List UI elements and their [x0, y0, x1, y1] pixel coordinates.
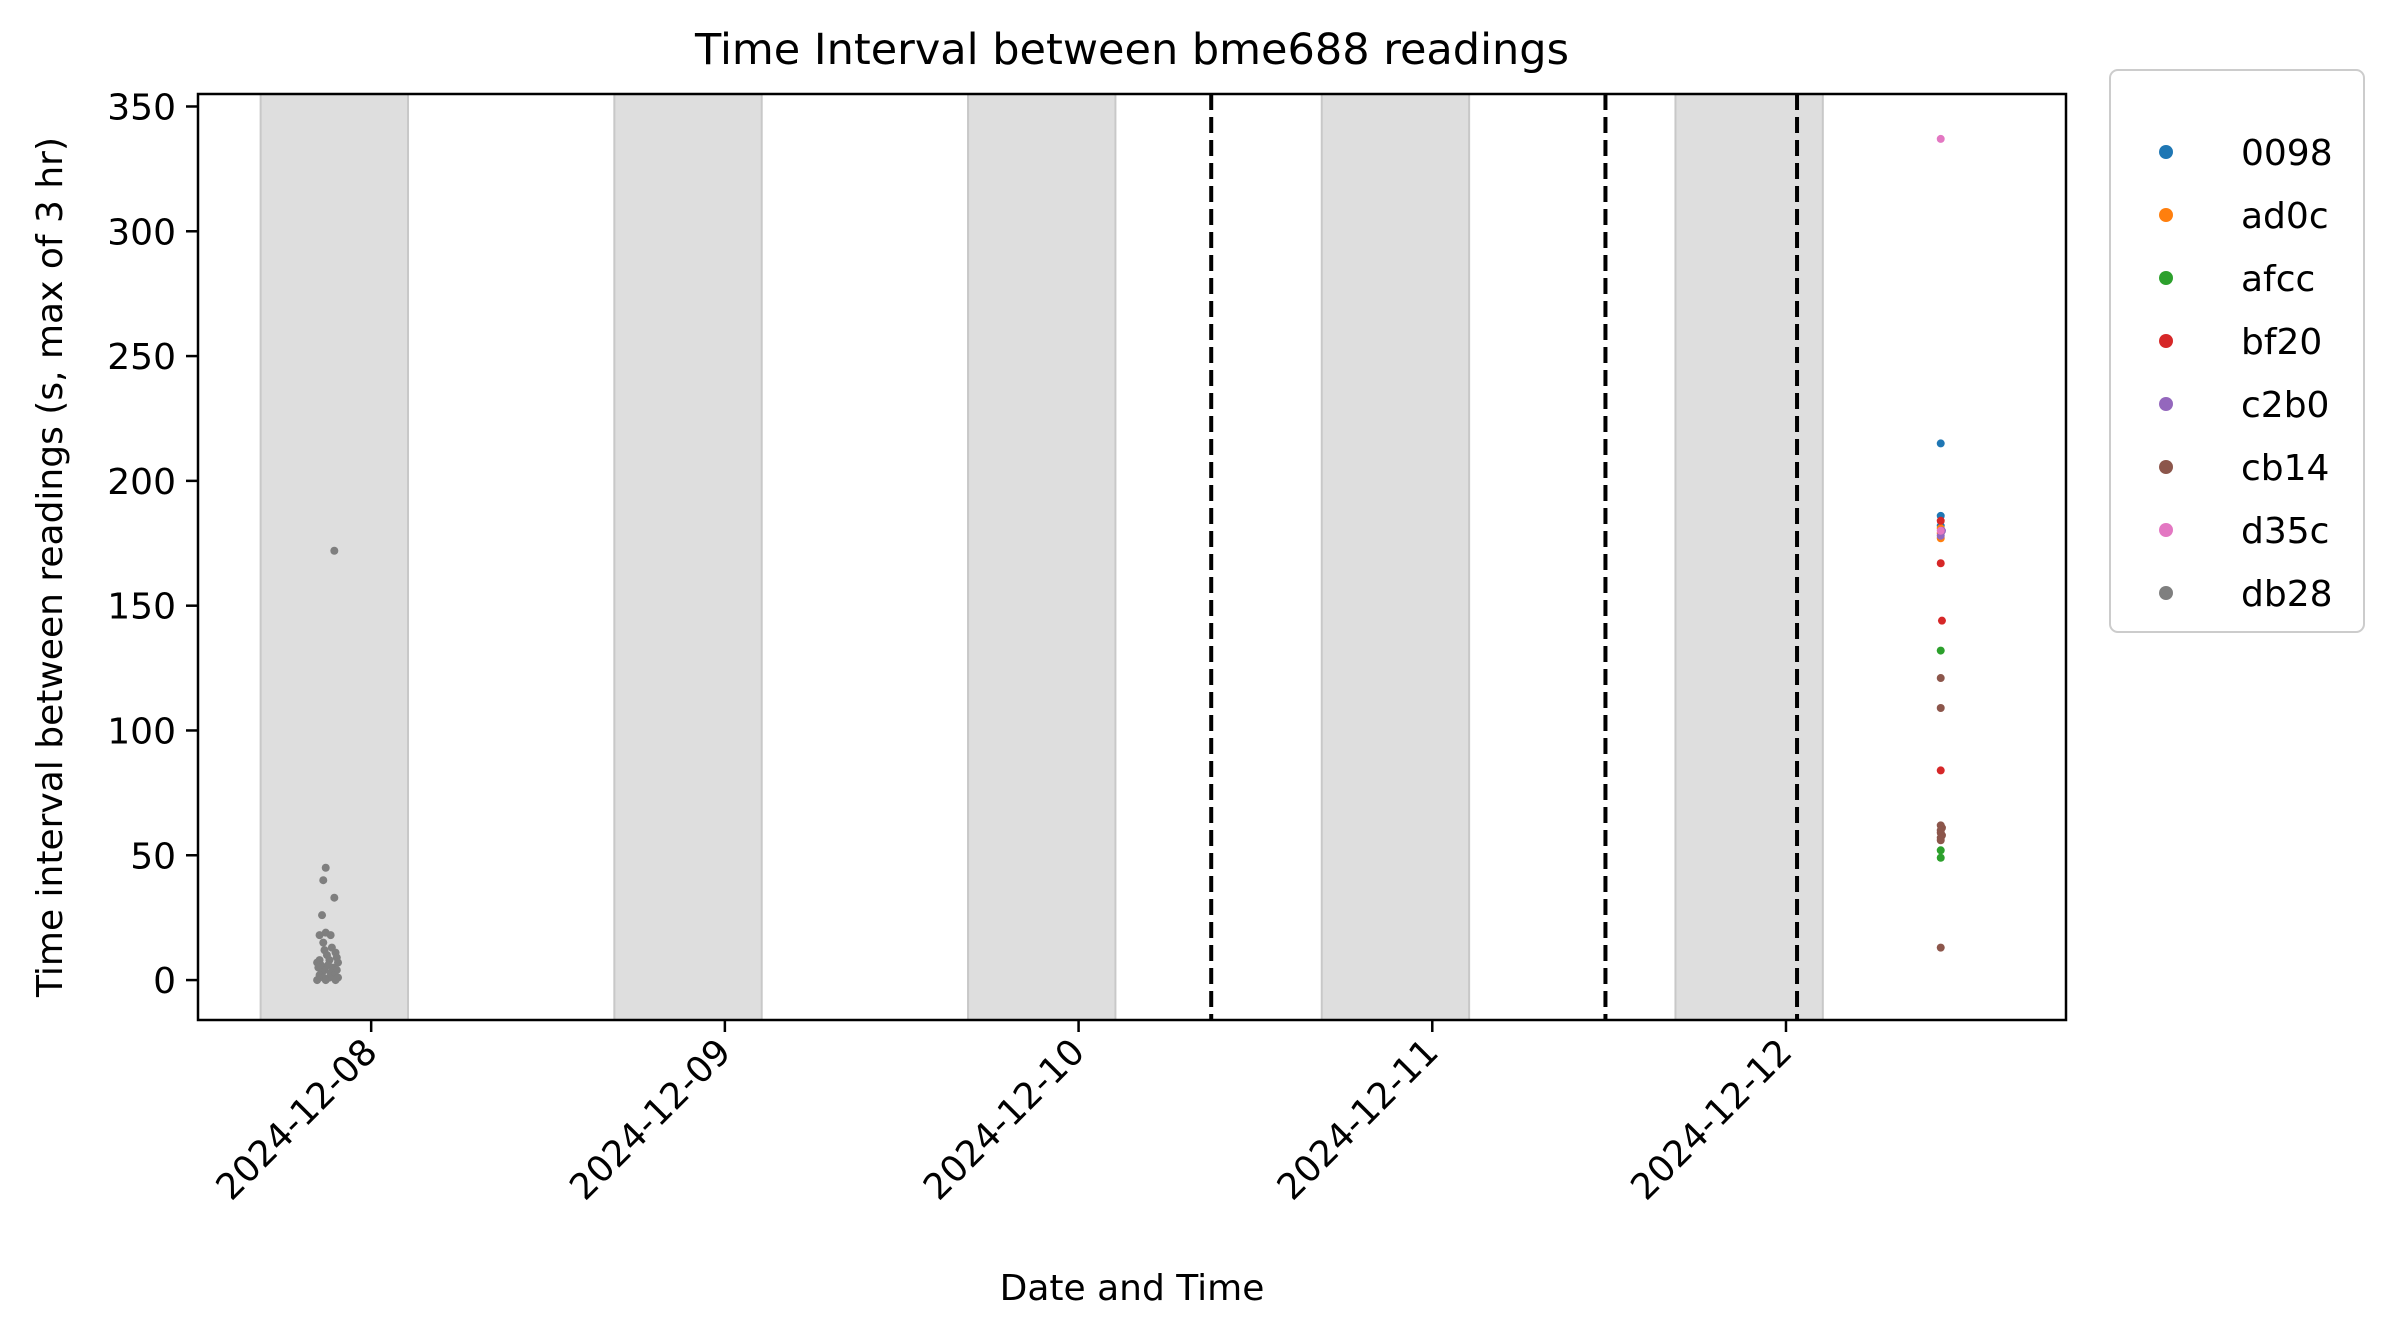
x-axis-title: Date and Time — [1000, 1268, 1265, 1309]
y-tick-label: 50 — [130, 836, 176, 877]
night-band — [1320, 93, 1471, 1021]
legend-marker — [2159, 145, 2173, 159]
plot-frame — [196, 92, 2068, 1022]
legend-marker — [2159, 460, 2173, 474]
data-point-db28 — [326, 931, 335, 940]
legend-box — [2109, 69, 2365, 633]
y-tick-label: 100 — [107, 711, 176, 752]
x-tick-label: 2024-12-09 — [562, 1031, 739, 1208]
data-point-d35c — [1936, 134, 1945, 143]
y-tick-label: 250 — [107, 337, 176, 378]
vertical-marker-lines — [1209, 94, 1800, 1020]
data-points — [313, 134, 1946, 985]
data-point-afcc — [1936, 846, 1945, 855]
y-tick-label: 300 — [107, 212, 176, 253]
data-point-cb14 — [1936, 836, 1945, 845]
x-tick-label: 2024-12-12 — [1623, 1031, 1800, 1208]
legend-label: c2b0 — [2241, 385, 2329, 426]
data-point-db28 — [318, 911, 327, 920]
data-point-db28 — [319, 876, 328, 885]
data-point-d35c — [1936, 526, 1945, 535]
legend-marker — [2159, 271, 2173, 285]
y-tick-label: 0 — [153, 961, 176, 1002]
data-point-afcc — [1936, 646, 1945, 655]
data-point-0098 — [1936, 439, 1945, 448]
legend-label: ad0c — [2241, 196, 2329, 237]
data-point-cb14 — [1936, 943, 1945, 952]
legend-marker — [2159, 586, 2173, 600]
data-point-db28 — [321, 863, 330, 872]
x-axis: 2024-12-08 2024-12-09 2024-12-10 2024-12-11… — [209, 1020, 1800, 1208]
x-tick-label: 2024-12-08 — [209, 1031, 386, 1208]
legend-marker — [2159, 523, 2173, 537]
legend-marker — [2159, 397, 2173, 411]
legend-label: db28 — [2241, 574, 2333, 615]
data-point-db28 — [330, 893, 339, 902]
data-point-db28 — [319, 938, 328, 947]
data-point-db28 — [313, 976, 322, 985]
data-point-afcc — [1936, 853, 1945, 862]
y-axis-title: Time interval between readings (s, max o… — [30, 137, 71, 998]
legend-label: d35c — [2241, 511, 2329, 552]
night-band — [967, 93, 1117, 1021]
data-point-db28 — [315, 931, 324, 940]
legend: 0098 ad0c afcc bf20 c2b0 cb14 d35c db28 — [2109, 69, 2365, 633]
night-bands — [259, 93, 1824, 1021]
legend-label: cb14 — [2241, 448, 2329, 489]
legend-label: bf20 — [2241, 322, 2322, 363]
legend-label: 0098 — [2241, 133, 2333, 174]
night-band — [259, 93, 410, 1021]
legend-label: afcc — [2241, 259, 2315, 300]
x-tick-label: 2024-12-11 — [1270, 1031, 1447, 1208]
y-tick-label: 150 — [107, 587, 176, 628]
chart-title: Time Interval between bme688 readings — [694, 25, 1569, 75]
legend-marker — [2159, 208, 2173, 222]
data-point-db28 — [321, 976, 330, 985]
y-tick-label: 350 — [107, 87, 176, 128]
data-point-bf20 — [1936, 559, 1945, 568]
y-axis: 0 50 100 150 200 250 300 350 — [107, 87, 198, 1002]
data-point-db28 — [334, 958, 343, 967]
data-point-bf20 — [1936, 516, 1945, 525]
data-point-db28 — [330, 546, 339, 555]
data-point-cb14 — [1936, 704, 1945, 713]
night-band — [1674, 93, 1824, 1021]
data-point-bf20 — [1937, 616, 1946, 625]
legend-marker — [2159, 334, 2173, 348]
night-band — [613, 93, 763, 1021]
data-point-db28 — [331, 976, 340, 985]
data-point-bf20 — [1936, 766, 1945, 775]
y-tick-label: 200 — [107, 462, 176, 503]
data-point-cb14 — [1936, 674, 1945, 683]
x-tick-label: 2024-12-10 — [916, 1031, 1093, 1208]
